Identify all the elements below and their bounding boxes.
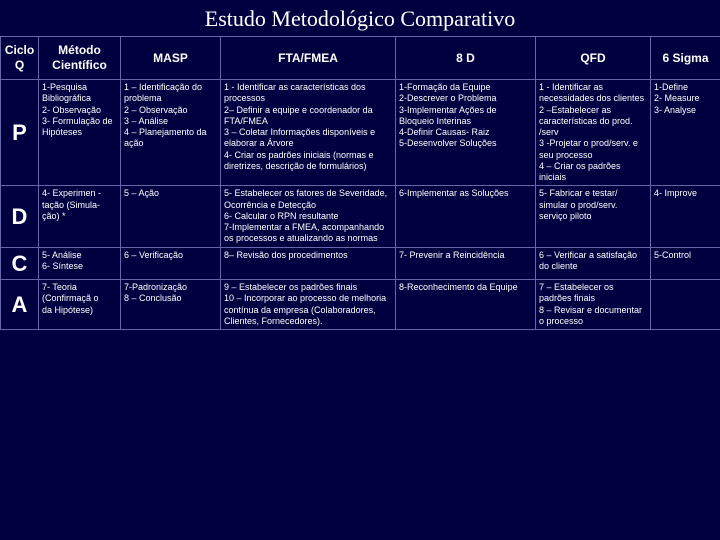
p-qfd: 1 - Identificar as necessidades dos clie… (536, 80, 651, 186)
a-8d: 8-Reconhecimento da Equipe (396, 280, 536, 330)
label-a: A (1, 280, 39, 330)
d-qfd: 5- Fabricar e testar/ simular o prod/ser… (536, 186, 651, 247)
header-cycle: Ciclo Q (1, 37, 39, 80)
p-6sigma: 1-Define2- Measure3- Analyse (651, 80, 720, 186)
label-d: D (1, 186, 39, 247)
c-8d: 7- Prevenir a Reincidência (396, 247, 536, 280)
a-6sigma (651, 280, 720, 330)
d-method: 4- Experimen -tação (Simula-ção) * (39, 186, 121, 247)
label-c: C (1, 247, 39, 280)
a-fta: 9 – Estabelecer os padrões finais10 – In… (221, 280, 396, 330)
row-p: P 1-Pesquisa Bibliográfica2- Observação3… (1, 80, 720, 186)
p-masp: 1 – Identificação do problema2 – Observa… (121, 80, 221, 186)
row-c: C 5- Análise6- Síntese 6 – Verificação 8… (1, 247, 720, 280)
comparison-table: Ciclo Q Método Científico MASP FTA/FMEA … (0, 36, 720, 330)
header-row: Ciclo Q Método Científico MASP FTA/FMEA … (1, 37, 720, 80)
d-6sigma: 4- Improve (651, 186, 720, 247)
header-method: Método Científico (39, 37, 121, 80)
row-a: A 7- Teoria(Confirmaçã oda Hipótese) 7-P… (1, 280, 720, 330)
c-masp: 6 – Verificação (121, 247, 221, 280)
c-fta: 8– Revisão dos procedimentos (221, 247, 396, 280)
p-method: 1-Pesquisa Bibliográfica2- Observação3- … (39, 80, 121, 186)
page-title: Estudo Metodológico Comparativo (0, 0, 720, 36)
label-p: P (1, 80, 39, 186)
a-masp: 7-Padronização8 – Conclusão (121, 280, 221, 330)
row-d: D 4- Experimen -tação (Simula-ção) * 5 –… (1, 186, 720, 247)
d-8d: 6-Implementar as Soluções (396, 186, 536, 247)
d-masp: 5 – Ação (121, 186, 221, 247)
header-6sigma: 6 Sigma (651, 37, 720, 80)
c-qfd: 6 – Verificar a satisfação do cliente (536, 247, 651, 280)
c-method: 5- Análise6- Síntese (39, 247, 121, 280)
a-method: 7- Teoria(Confirmaçã oda Hipótese) (39, 280, 121, 330)
header-masp: MASP (121, 37, 221, 80)
p-fta: 1 - Identificar as características dos p… (221, 80, 396, 186)
d-fta: 5- Estabelecer os fatores de Severidade,… (221, 186, 396, 247)
p-8d: 1-Formação da Equipe2-Descrever o Proble… (396, 80, 536, 186)
header-fta: FTA/FMEA (221, 37, 396, 80)
header-8d: 8 D (396, 37, 536, 80)
a-qfd: 7 – Estabelecer os padrões finais8 – Rev… (536, 280, 651, 330)
header-qfd: QFD (536, 37, 651, 80)
c-6sigma: 5-Control (651, 247, 720, 280)
